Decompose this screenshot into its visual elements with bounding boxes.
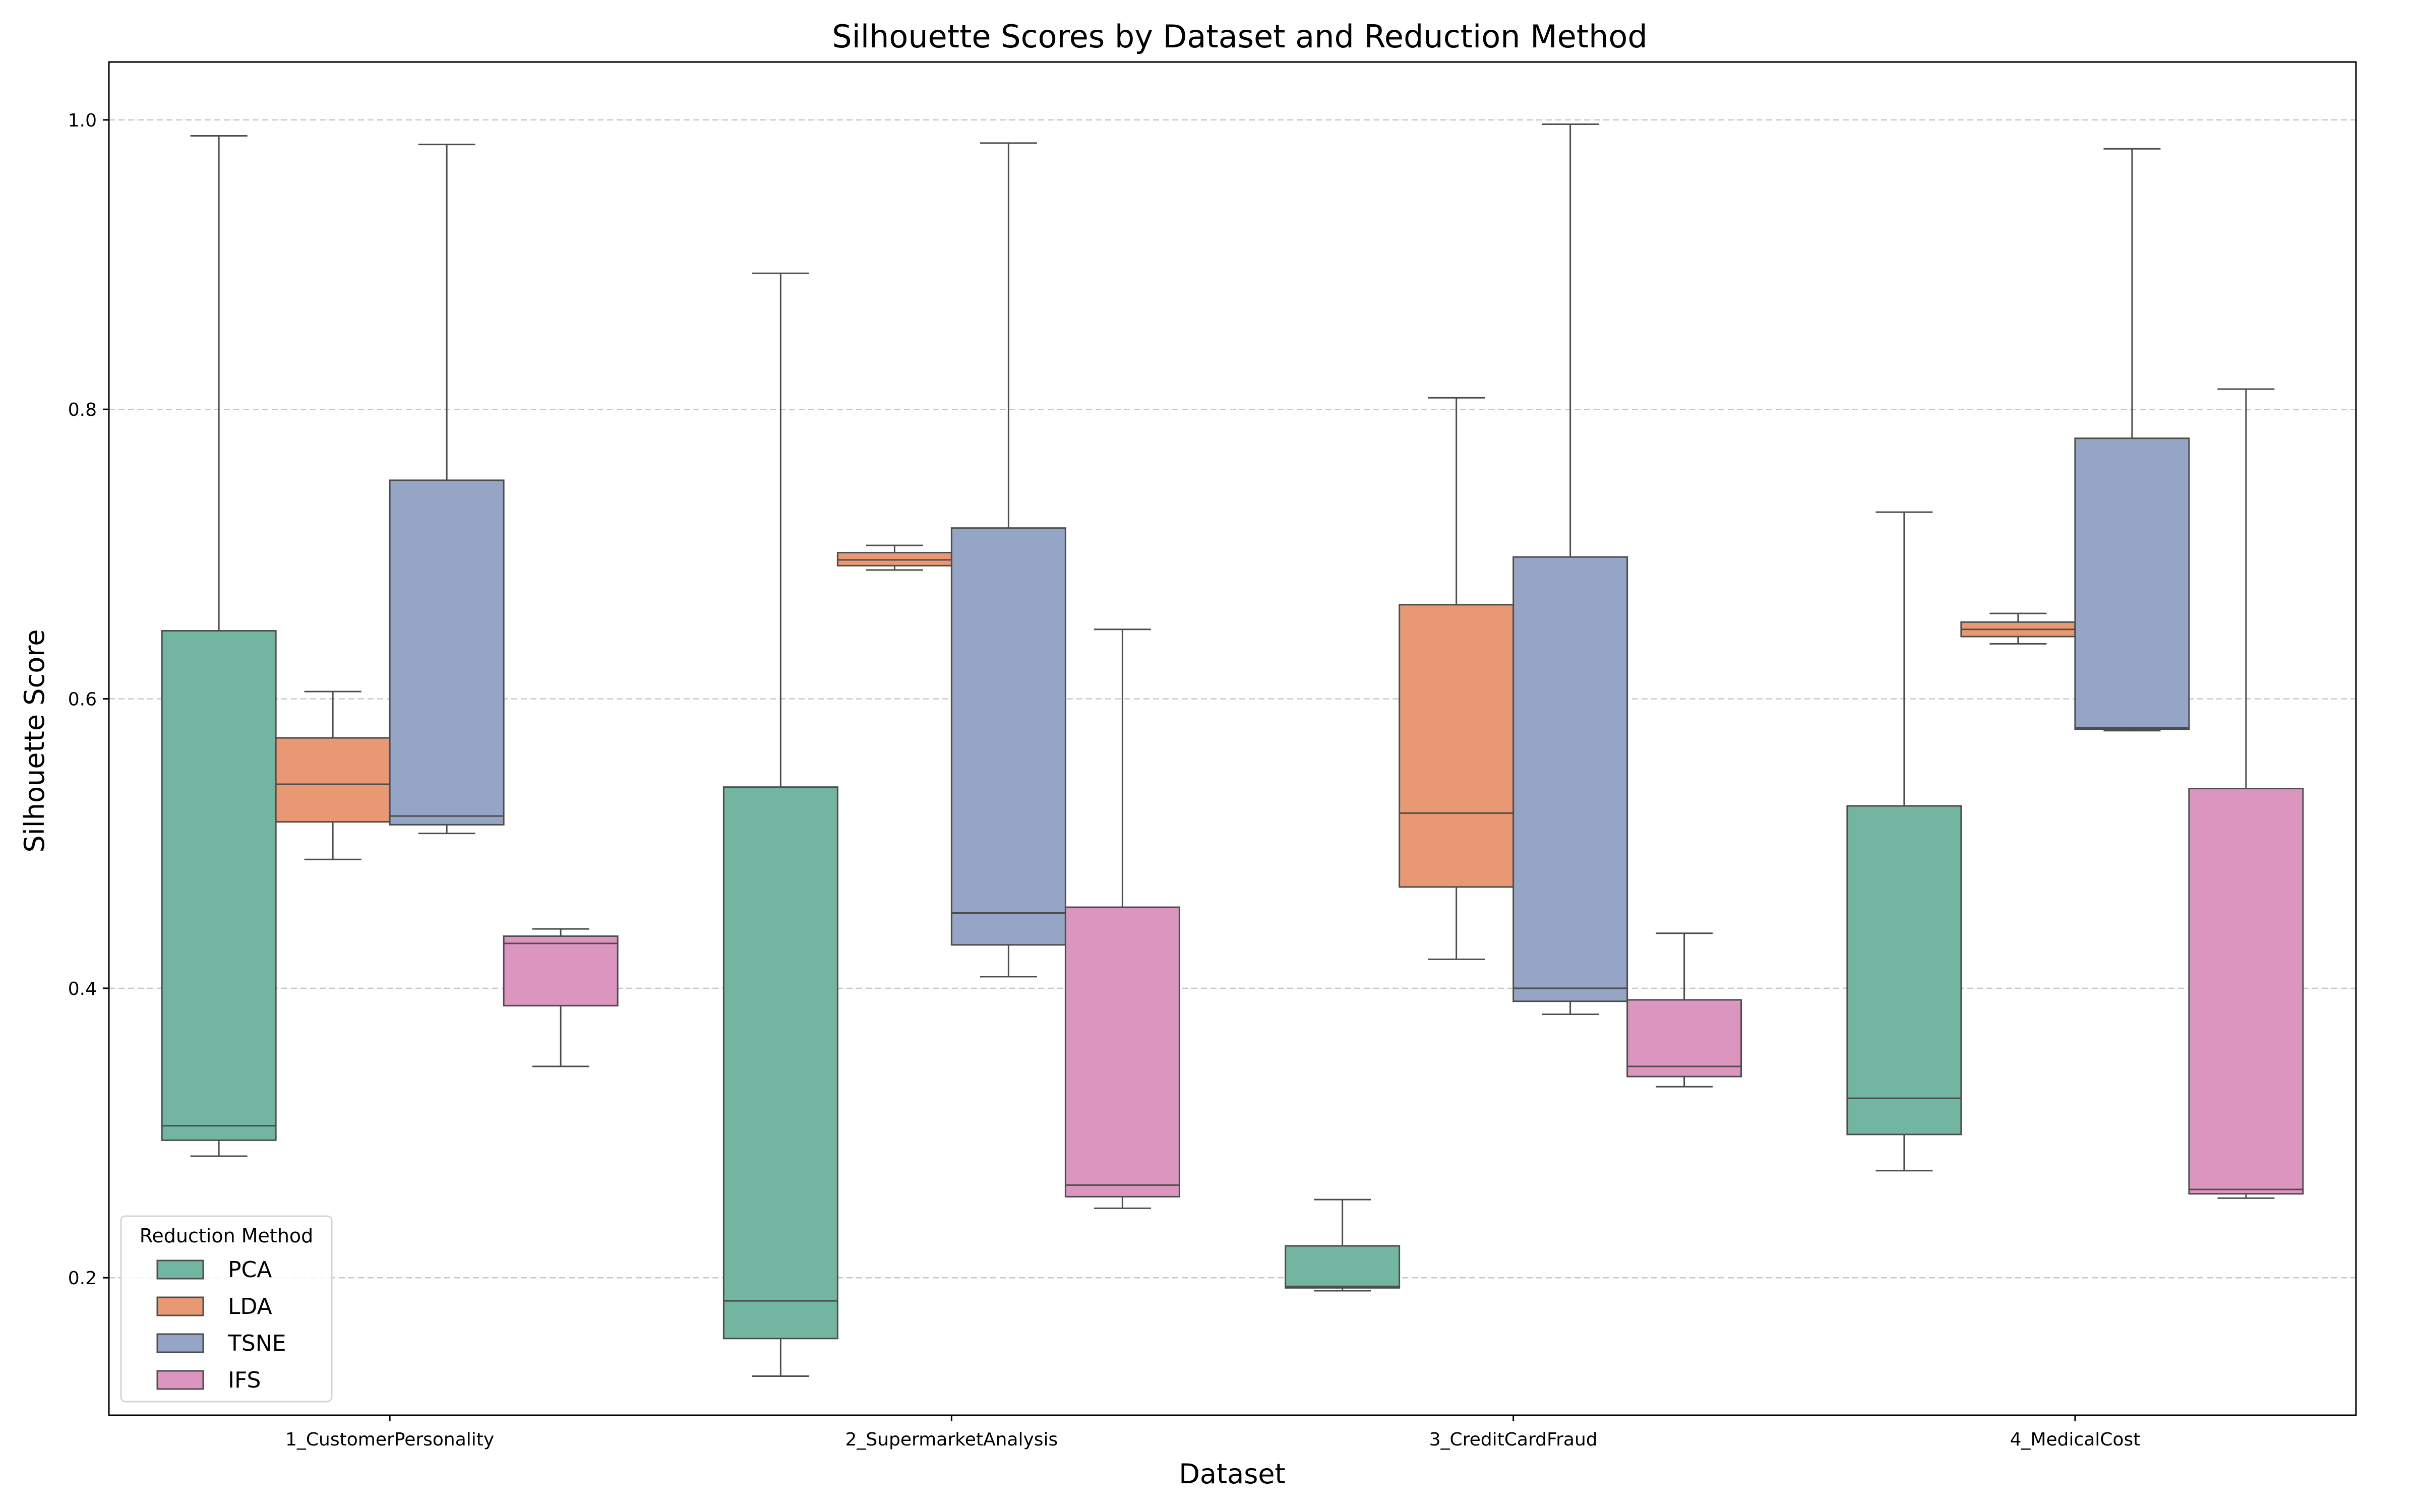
iqr-box: [161, 630, 277, 1141]
box-ifs: [1064, 628, 1180, 1209]
box-ifs: [2188, 388, 2304, 1199]
iqr-box: [1064, 906, 1180, 1198]
legend-swatch-tsne: [156, 1333, 204, 1353]
box-tsne: [2074, 148, 2190, 732]
box-pca: [722, 272, 838, 1377]
iqr-box: [1626, 999, 1742, 1078]
iqr-box: [275, 737, 391, 823]
iqr-box: [1512, 556, 1628, 1002]
legend-swatch-lda: [156, 1296, 204, 1316]
box-ifs: [503, 928, 619, 1067]
legend-title: Reduction Method: [140, 1225, 314, 1247]
legend-label-ifs: IFS: [228, 1367, 261, 1393]
box-pca: [1285, 1199, 1401, 1292]
iqr-box: [2074, 437, 2190, 730]
y-tick-label: 1.0: [68, 110, 97, 131]
x-ticks: 1_CustomerPersonality 2_SupermarketAnalys…: [285, 1415, 2140, 1450]
iqr-box: [1399, 604, 1515, 888]
y-tick-label: 0.8: [68, 400, 97, 420]
box-lda: [836, 544, 952, 571]
x-tick-label: 2_SupermarketAnalysis: [845, 1429, 1058, 1450]
box-lda: [1960, 612, 2076, 645]
iqr-box: [950, 527, 1066, 946]
iqr-box: [1285, 1245, 1401, 1289]
box-pca: [1846, 511, 1962, 1172]
box-lda: [275, 690, 391, 860]
x-tick-label: 1_CustomerPersonality: [285, 1429, 494, 1450]
legend: Reduction Method PCA LDA TSNE IFS: [120, 1215, 333, 1403]
box-tsne: [950, 142, 1066, 978]
box-tsne: [389, 144, 505, 835]
y-tick-label: 0.2: [68, 1268, 97, 1289]
legend-swatch-ifs: [156, 1370, 204, 1390]
iqr-box: [2188, 788, 2304, 1195]
x-axis-title: Dataset: [1179, 1458, 1285, 1490]
y-ticks: 0.2 0.4 0.6 0.8 1.0: [68, 110, 109, 1289]
box-pca: [161, 135, 277, 1157]
legend-items: PCA LDA TSNE IFS: [156, 1257, 286, 1393]
boxes: [161, 123, 2304, 1377]
iqr-box: [722, 786, 838, 1340]
iqr-box: [389, 479, 505, 826]
y-tick-label: 0.4: [68, 979, 97, 999]
legend-label-lda: LDA: [228, 1294, 272, 1319]
iqr-box: [503, 935, 619, 1006]
box-ifs: [1626, 932, 1742, 1088]
x-tick-label: 3_CreditCardFraud: [1429, 1429, 1598, 1450]
iqr-box: [1846, 805, 1962, 1136]
plot-frame: [108, 61, 2357, 1416]
y-axis-title: Silhouette Score: [19, 629, 50, 853]
legend-swatch-pca: [156, 1259, 204, 1280]
box-tsne: [1512, 123, 1628, 1016]
x-tick-label: 4_MedicalCost: [2010, 1429, 2140, 1450]
y-tick-label: 0.6: [68, 689, 97, 710]
chart-title: Silhouette Scores by Dataset and Reducti…: [832, 18, 1647, 55]
legend-label-pca: PCA: [228, 1257, 272, 1283]
legend-label-tsne: TSNE: [227, 1331, 286, 1356]
box-lda: [1399, 397, 1515, 960]
